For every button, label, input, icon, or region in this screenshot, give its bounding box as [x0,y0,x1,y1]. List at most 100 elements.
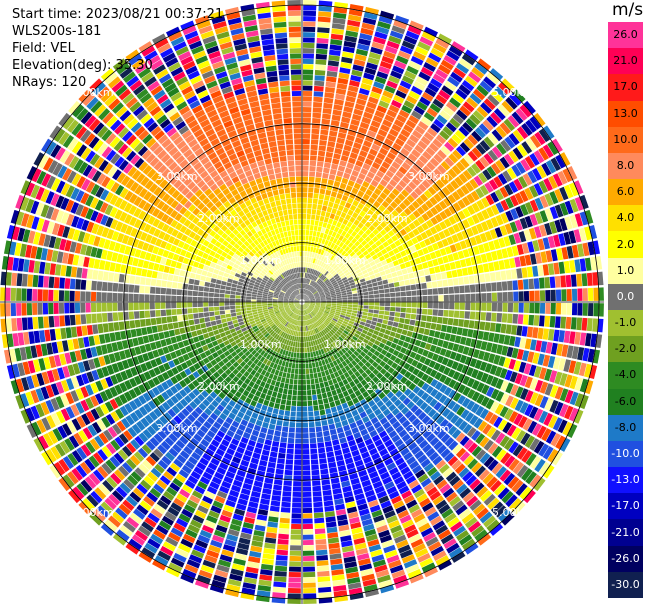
range-gate [337,320,343,325]
range-gate [330,308,336,311]
range-gate [504,455,516,468]
range-gate [313,101,323,108]
range-gate [464,516,478,529]
range-gate [316,166,323,173]
range-gate [68,435,80,449]
range-gate [319,293,325,297]
range-gate [316,265,321,271]
range-gate [176,364,184,373]
range-gate [425,376,434,385]
range-gate [309,160,317,167]
range-gate [375,357,382,364]
range-gate [571,303,578,316]
range-gate [433,153,444,164]
range-gate [303,304,308,309]
range-gate [412,543,426,553]
range-gate [329,547,341,555]
range-gate [374,485,385,494]
range-gate [346,90,358,98]
range-gate [268,336,274,342]
range-gate [557,170,568,185]
range-gate [420,231,428,240]
range-gate [303,593,317,599]
range-gate [408,325,415,332]
range-gate [426,466,438,477]
range-gate [304,303,310,306]
range-gate [376,170,385,179]
range-gate [352,64,364,72]
range-gate [320,468,329,475]
range-gate [161,455,172,466]
range-gate [316,278,321,284]
range-gate [328,379,334,386]
range-gate [315,304,321,306]
range-gate [538,147,550,161]
range-gate [566,303,572,316]
range-gate [206,430,216,439]
range-gate [288,566,301,572]
range-gate [337,279,343,284]
range-gate [311,362,316,368]
range-gate [481,209,490,220]
range-gate [294,331,298,337]
range-gate [310,280,314,286]
range-gate [479,140,491,152]
range-gate [320,298,326,300]
range-gate [327,179,335,186]
range-gate [344,457,354,465]
range-gate [135,365,143,375]
range-gate [273,326,279,332]
range-gate [420,364,428,373]
range-gate [421,212,430,222]
range-gate [490,343,498,354]
range-gate [454,463,466,475]
range-gate [203,519,216,529]
range-gate [362,260,369,266]
range-gate [469,358,478,368]
range-gate [119,405,129,417]
range-gate [224,302,230,306]
range-gate [335,291,342,295]
range-gate [213,363,221,371]
range-gate [519,190,529,203]
range-gate [505,210,514,222]
range-gate [249,496,260,504]
range-gate [114,384,123,395]
range-gate [456,327,463,336]
range-gate [479,184,489,196]
range-gate [325,340,330,346]
range-gate [163,330,170,339]
range-gate [271,315,277,320]
range-gate [173,458,184,468]
range-gate [33,330,41,344]
range-gate [311,389,317,395]
range-gate [386,40,400,50]
range-gate [410,404,419,413]
range-gate [487,132,499,145]
range-gate [440,145,451,156]
range-gate [315,321,320,327]
range-gate [360,568,374,577]
range-gate [254,318,261,323]
range-gate [319,215,325,222]
range-gate [221,509,233,518]
range-gate [302,294,304,300]
range-gate [365,201,373,209]
range-gate [424,87,437,98]
range-gate [433,168,443,178]
range-gate [290,341,294,347]
range-gate [455,62,470,75]
range-gate [6,364,15,379]
range-gate [335,454,344,462]
range-gate [306,374,310,380]
range-gate [471,225,479,236]
range-gate [265,532,277,539]
range-gate [292,486,302,492]
range-gate [291,335,295,342]
range-gate [254,524,266,532]
range-gate [358,262,365,269]
range-gate [225,471,236,479]
range-gate [577,347,585,361]
range-gate [243,414,251,422]
range-gate [347,180,355,187]
